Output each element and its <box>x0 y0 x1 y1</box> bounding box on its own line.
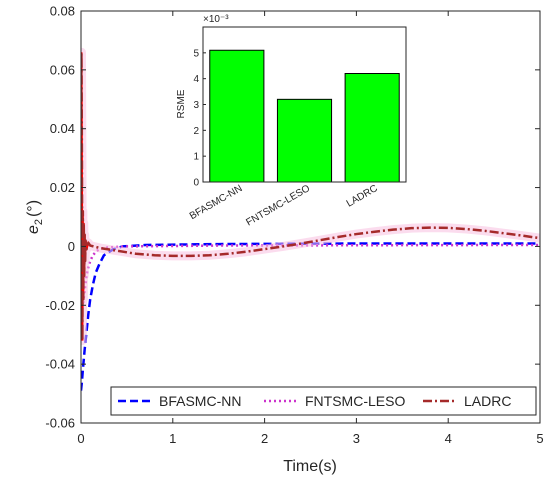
main-series-group <box>81 47 540 391</box>
inset-bar <box>344 73 400 183</box>
main-y-axis-symbol: e <box>25 225 42 234</box>
main-x-ticks: 0 1 2 3 4 5 <box>77 11 544 446</box>
legend-label-bfasmc-nn: BFASMC-NN <box>159 393 241 409</box>
x-tick-label: 4 <box>445 431 452 446</box>
inset-y-ticks: 0 1 2 3 4 5 <box>193 48 206 189</box>
inset-y-tick-label: 3 <box>193 100 199 111</box>
x-tick-label: 2 <box>261 431 268 446</box>
legend-box <box>110 386 537 416</box>
y-tick-label: 0.04 <box>50 121 75 136</box>
y-tick-label: 0.08 <box>50 4 75 19</box>
inset-y-axis-label: RSME <box>176 89 187 118</box>
x-tick-label: 5 <box>536 431 543 446</box>
inset-y-tick-label: 4 <box>193 74 199 85</box>
inset-y-tick-label: 2 <box>193 126 199 137</box>
legend: BFASMC-NN FNTSMC-LESO LADRC <box>110 386 537 416</box>
main-y-axis-subscript: 2 <box>33 219 45 225</box>
y-tick-label: 0 <box>68 239 75 254</box>
y-tick-label: -0.02 <box>45 298 75 313</box>
legend-label-ladrc: LADRC <box>464 393 511 409</box>
inset-bar <box>276 98 333 183</box>
series-line-bfasmc-nn <box>81 242 540 391</box>
legend-label-fntsmc-leso: FNTSMC-LESO <box>305 393 405 409</box>
inset-exponent-label: ×10⁻³ <box>203 14 229 25</box>
main-y-axis-label: e2 (°) <box>25 200 45 234</box>
inset-y-tick-label: 5 <box>193 48 199 59</box>
series-line-ladrc <box>81 50 540 342</box>
y-tick-label: -0.04 <box>45 357 75 372</box>
inset-bars-group <box>209 49 400 183</box>
y-tick-label: -0.06 <box>45 416 75 431</box>
x-tick-label: 3 <box>353 431 360 446</box>
x-tick-label: 0 <box>77 431 84 446</box>
main-x-axis-label: Time(s) <box>283 458 337 475</box>
main-y-ticks: -0.06 -0.04 -0.02 0 0.02 0.04 0.06 0.08 <box>45 4 540 431</box>
main-axes-box <box>80 10 541 424</box>
y-tick-label: 0.06 <box>50 62 75 77</box>
inset-y-tick-label: 1 <box>193 152 199 163</box>
inset-y-tick-label: 0 <box>193 178 199 189</box>
inset-bar <box>209 49 265 183</box>
main-y-axis-unit: (°) <box>25 200 42 217</box>
x-tick-label: 1 <box>169 431 176 446</box>
y-tick-label: 0.02 <box>50 180 75 195</box>
